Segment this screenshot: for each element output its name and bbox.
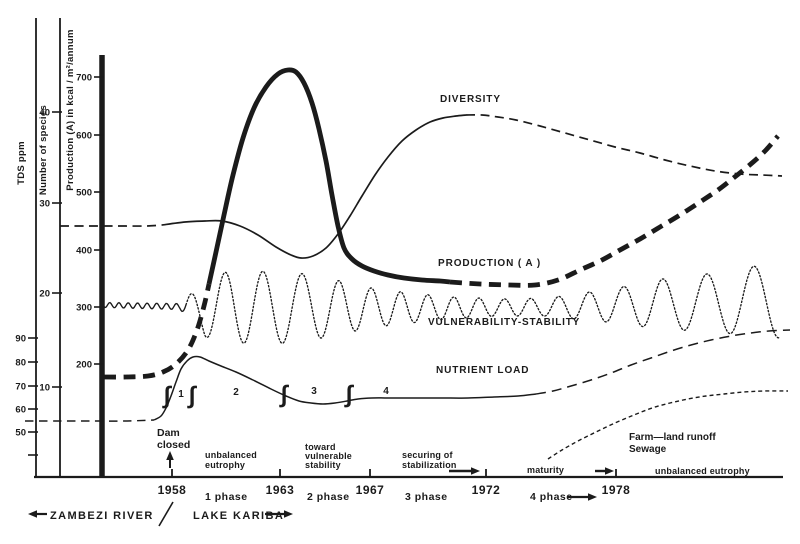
phase-region-label: vulnerable (305, 451, 352, 461)
curve-nutrient-load (24, 419, 155, 422)
legend-slash (158, 501, 174, 527)
tick-label-production: 200 (76, 360, 92, 371)
integral-segment-number: 4 (383, 386, 389, 397)
curve-nutrient-load (535, 329, 791, 395)
tick-label-tds: 80 (15, 358, 26, 369)
phase-region-label: eutrophy (205, 460, 245, 470)
legend-lake-kariba: LAKE KARIBA (193, 510, 284, 522)
curve-label-nutrient-load: NUTRIENT LOAD (436, 365, 529, 376)
farm-sewage-label: Farm—land runoff (629, 432, 716, 443)
phase-number-label: 3 phase (405, 491, 448, 503)
integral-mark: ∫ (344, 381, 355, 408)
tick-label-species: 40 (39, 108, 50, 119)
tick-label-tds: 70 (15, 382, 26, 393)
curve-label-vulnerability-stability: VULNERABILITY-STABILITY (428, 317, 580, 328)
axis-title-production: Production (A) in kcal / m²/annum (65, 29, 76, 190)
curve-nutrient-load (153, 355, 537, 421)
curve-diversity (161, 114, 467, 259)
curve-production (206, 67, 451, 285)
dam-closed-label: Dam (157, 427, 180, 439)
phase-number-label: 2 phase (307, 491, 350, 503)
year-label: 1967 (356, 483, 385, 497)
tick-label-species: 20 (39, 289, 50, 300)
year-label: 1978 (602, 483, 631, 497)
arrow-zambezi-left-head (28, 510, 37, 518)
integral-mark: ∫ (187, 382, 198, 409)
dam-closed-label: closed (157, 439, 190, 451)
curve-production (449, 134, 780, 288)
integral-mark: ∫ (279, 381, 290, 408)
curve-label-production: PRODUCTION ( A ) (438, 258, 541, 269)
tick-label-species: 30 (39, 199, 50, 210)
phase-region-label: unbalanced eutrophy (655, 466, 750, 476)
integral-segment-number: 3 (311, 386, 317, 397)
year-label: 1972 (472, 483, 501, 497)
legend-zambezi-river: ZAMBEZI RIVER (50, 510, 154, 522)
tick-label-tds: 50 (15, 428, 26, 439)
axis-title-tds: TDS ppm (16, 141, 27, 185)
curve-label-diversity: DIVERSITY (440, 94, 501, 105)
tick-label-production: 600 (76, 131, 92, 142)
tick-label-tds: 60 (15, 405, 26, 416)
phase-region-label: stabilization (402, 460, 457, 470)
tick-label-tds: 90 (15, 334, 26, 345)
phase-number-label: 4 phase (530, 491, 573, 503)
phase-region-label: maturity (527, 465, 564, 475)
curve-production (103, 283, 212, 380)
tick-label-production: 400 (76, 246, 92, 257)
curve-vulnerability-stability-dotted (185, 265, 781, 344)
tick-label-production: 300 (76, 303, 92, 314)
tick-label-production: 500 (76, 188, 92, 199)
year-label: 1963 (266, 483, 295, 497)
arrow-securing-to-1972-head (471, 467, 480, 475)
tick-label-production: 700 (76, 73, 92, 84)
curve-farm-runoff (547, 390, 789, 460)
year-label: 1958 (158, 483, 187, 497)
curve-vulnerability-stability-solid (103, 301, 187, 313)
integral-segment-number: 1 (178, 389, 184, 400)
phase-region-label: securing of (402, 450, 454, 460)
phase-region-label: toward (305, 442, 336, 452)
integral-segment-number: 2 (233, 387, 239, 398)
tick-label-species: 10 (39, 383, 50, 394)
phase-number-label: 1 phase (205, 491, 248, 503)
arrow-maturity-to-1978-head (605, 467, 614, 475)
arrow-4-phase-head (588, 493, 597, 501)
axis-title-species: Number of species (38, 105, 49, 195)
farm-sewage-label: Sewage (629, 444, 667, 455)
phase-region-label: unbalanced (205, 450, 257, 460)
arrow-lake-kariba-right-head (284, 510, 293, 518)
curve-diversity (465, 114, 783, 177)
integral-mark: ∫ (162, 382, 173, 409)
curve-diversity (60, 224, 163, 227)
annotations-layer: DIVERSITY PRODUCTION ( A ) NUTRIENT LOAD VU… (28, 94, 750, 527)
phase-region-label: stability (305, 460, 341, 470)
arrow-dam-closed-up-head (166, 451, 174, 460)
curves-layer (24, 67, 791, 460)
